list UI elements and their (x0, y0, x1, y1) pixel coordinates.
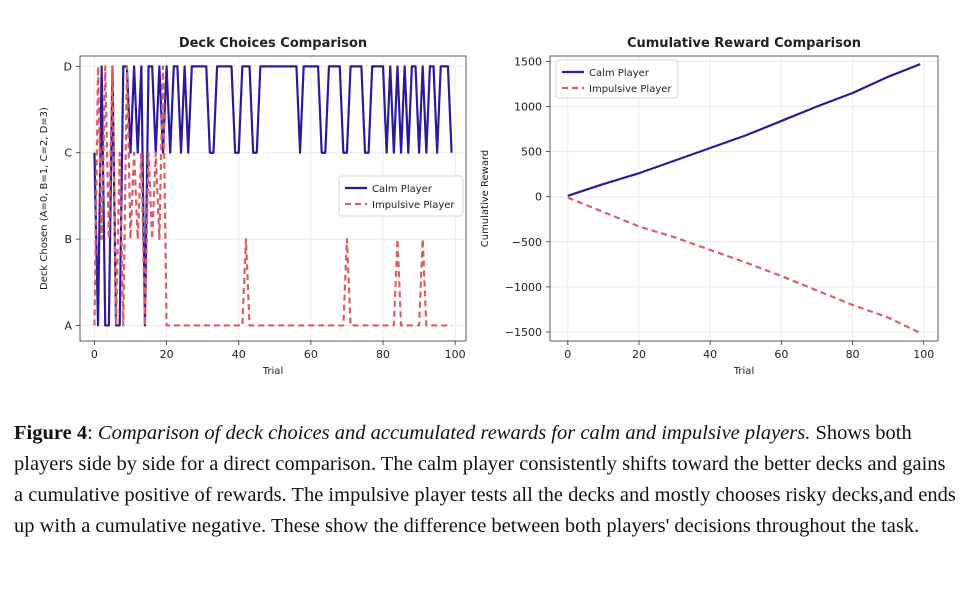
caption-separator: : (87, 422, 98, 444)
figure-charts: 0 20 40 60 80 100 A B C D Deck Choices Comparison T… (39, 36, 939, 377)
legend-label: Impulsive Player (372, 200, 455, 211)
ticks: 0 20 40 60 80 100 −1500 −1000 −500 0 500 1000 1500 (505, 55, 934, 361)
figure: 0 20 40 60 80 100 A B C D Deck Choices Comparison T… (39, 36, 939, 377)
x-tick-label: 20 (632, 348, 646, 361)
y-axis-label: Cumulative Reward (480, 150, 491, 248)
series-line-calm (93, 65, 453, 327)
plot-frame (79, 55, 467, 342)
x-axis-label: Trial (733, 366, 754, 377)
y-tick-label: B (64, 233, 72, 246)
legend-box (555, 59, 679, 99)
figure-caption: Figure 4: Comparison of deck choices and… (14, 418, 959, 542)
ticks: 0 20 40 60 80 100 A B C D (64, 60, 466, 361)
series-line-calm (567, 63, 921, 197)
y-tick-label: D (64, 60, 72, 73)
series-line-impulsive (567, 196, 921, 334)
plot-frame (549, 55, 939, 342)
x-tick-label: 20 (160, 348, 174, 361)
chart-1: 0 20 40 60 80 100 A B C D Deck Choices Comparison T… (39, 36, 467, 377)
y-tick-label: 500 (521, 146, 542, 159)
x-tick-label: 40 (703, 348, 717, 361)
legend-label: Calm Player (589, 68, 650, 79)
chart-title: Cumulative Reward Comparison (627, 36, 861, 51)
y-tick-label: 1500 (514, 55, 542, 68)
legend: Calm Player Impulsive Player (555, 59, 679, 99)
x-tick-label: 60 (304, 348, 318, 361)
y-tick-label: 0 (535, 191, 542, 204)
caption-label: Figure 4 (14, 422, 88, 444)
y-tick-label: −1500 (505, 326, 542, 339)
legend: Calm Player Impulsive Player (338, 175, 464, 217)
legend-label: Calm Player (372, 184, 433, 195)
x-tick-label: 0 (91, 348, 98, 361)
y-tick-label: −1000 (505, 281, 542, 294)
x-tick-label: 100 (913, 348, 934, 361)
y-axis-label: Deck Chosen (A=0, B=1, C=2, D=3) (39, 107, 50, 290)
x-tick-label: 80 (376, 348, 390, 361)
caption-body: Shows both players side by side for a di… (14, 422, 956, 537)
x-axis-label: Trial (262, 366, 283, 377)
x-tick-label: 40 (232, 348, 246, 361)
chart-2: 0 20 40 60 80 100 −1500 −1000 −500 0 500 1000 1500 Cu… (480, 36, 939, 377)
caption-title: Comparison of deck choices and accumulat… (97, 422, 811, 444)
x-tick-label: 80 (846, 348, 860, 361)
legend-label: Impulsive Player (589, 84, 672, 95)
x-tick-label: 60 (774, 348, 788, 361)
y-tick-label: C (64, 147, 72, 160)
series-line-impulsive (93, 65, 452, 327)
y-tick-label: A (64, 319, 72, 332)
x-tick-label: 0 (564, 348, 571, 361)
legend-box (338, 175, 464, 217)
x-tick-label: 100 (445, 348, 466, 361)
y-tick-label: 1000 (514, 101, 542, 114)
grid (550, 56, 938, 341)
chart-title: Deck Choices Comparison (179, 36, 367, 51)
y-tick-label: −500 (512, 236, 542, 249)
